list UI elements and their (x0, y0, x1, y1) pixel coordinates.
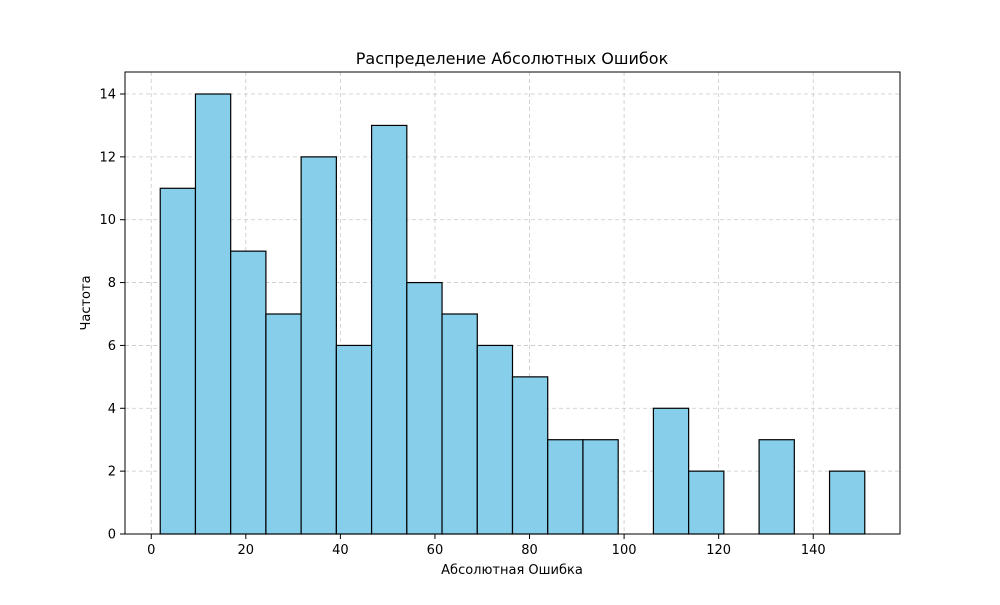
y-axis-title: Частота (79, 275, 94, 330)
histogram-bar (265, 313, 302, 535)
x-tick-label: 80 (521, 543, 538, 558)
x-axis-title: Абсолютная Ошибка (441, 563, 583, 578)
bars-layer (159, 93, 866, 535)
x-tick-label: 40 (332, 543, 349, 558)
histogram-bar (652, 407, 690, 535)
histogram-bar (511, 376, 549, 535)
y-tick-label: 0 (108, 528, 116, 543)
y-tick-label: 8 (108, 276, 116, 291)
histogram-bar (582, 439, 619, 535)
y-tick-label: 2 (108, 465, 116, 480)
histogram-bar (230, 250, 267, 535)
x-tick-label: 140 (801, 543, 826, 558)
histogram-bar (406, 281, 443, 535)
histogram-bar (159, 187, 197, 535)
histogram-bar (441, 313, 478, 535)
y-tick-label: 10 (99, 213, 116, 228)
histogram-bar (476, 344, 514, 535)
y-tick-label: 12 (99, 150, 116, 165)
y-tick-label: 6 (108, 339, 116, 354)
chart-title: Распределение Абсолютных Ошибок (356, 49, 669, 68)
x-tick-label: 60 (427, 543, 444, 558)
x-tick-label: 100 (612, 543, 637, 558)
histogram-bar (547, 439, 584, 535)
histogram-bar (194, 93, 232, 535)
ticks-layer: 0 20 40 60 80 100 120 140 0 2 4 6 8 10 12 14 (99, 88, 825, 559)
histogram-bar (370, 124, 408, 535)
y-tick-label: 4 (108, 402, 116, 417)
histogram-bar (335, 344, 373, 535)
histogram-bar (828, 470, 866, 535)
plot-frame (124, 71, 901, 535)
x-tick-label: 120 (706, 543, 731, 558)
y-tick-label: 14 (99, 88, 116, 103)
x-tick-label: 20 (238, 543, 255, 558)
histogram-bar (688, 470, 725, 535)
histogram-bar (300, 156, 337, 535)
x-tick-label: 0 (147, 543, 155, 558)
histogram-bar (758, 439, 795, 535)
